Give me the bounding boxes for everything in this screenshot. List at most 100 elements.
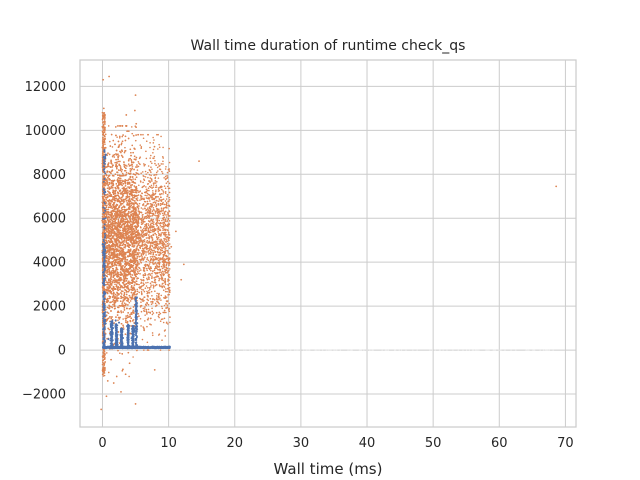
orange-point [121, 172, 124, 175]
orange-point [128, 281, 131, 284]
orange-point [125, 225, 128, 228]
orange-point [123, 188, 125, 191]
orange-point [108, 262, 110, 265]
orange-point [112, 268, 114, 270]
orange-point [107, 236, 110, 238]
orange-point [114, 173, 117, 175]
orange-point [117, 294, 119, 296]
orange-point [119, 225, 122, 228]
orange-point [109, 283, 112, 286]
orange-point [120, 207, 123, 209]
orange-point [129, 220, 132, 223]
orange-point [117, 187, 120, 190]
orange-point [112, 260, 115, 263]
orange-point [124, 236, 126, 238]
orange-point [117, 153, 119, 155]
orange-point [130, 204, 132, 207]
orange-point [126, 285, 129, 288]
orange-point [105, 197, 108, 199]
orange-point [107, 163, 109, 165]
orange-point [123, 266, 126, 269]
orange-point [122, 255, 125, 258]
orange-point [133, 155, 136, 158]
orange-point [119, 288, 121, 291]
orange-point [135, 126, 137, 128]
orange-point [114, 186, 117, 189]
orange-point [107, 264, 109, 266]
orange-point [119, 286, 122, 289]
orange-point [111, 270, 113, 272]
orange-point [114, 301, 117, 304]
orange-point [123, 186, 125, 189]
orange-point [120, 241, 123, 244]
orange-point [106, 242, 109, 244]
orange-point [118, 209, 121, 212]
orange-point [125, 179, 128, 182]
orange-point [125, 241, 128, 243]
orange-point [118, 264, 120, 267]
orange-point [109, 316, 111, 318]
orange-point [125, 190, 127, 193]
orange-point [125, 280, 128, 282]
orange-point [130, 288, 133, 291]
orange-point [126, 316, 129, 318]
orange-point [124, 243, 127, 246]
orange-point [135, 156, 138, 159]
orange-point [111, 257, 114, 260]
orange-point [117, 297, 120, 300]
orange-point [111, 221, 114, 223]
orange-point [128, 196, 130, 198]
orange-point [126, 223, 129, 226]
orange-point [116, 314, 119, 316]
orange-point [121, 213, 123, 215]
orange-point [113, 231, 116, 234]
orange-point [132, 217, 134, 219]
orange-point [116, 229, 119, 232]
orange-point [129, 192, 131, 195]
orange-point [127, 245, 130, 248]
orange-point [108, 179, 110, 181]
orange-point [109, 228, 112, 230]
orange-point [127, 183, 129, 185]
orange-point [132, 228, 135, 231]
orange-point [112, 218, 115, 221]
orange-point [133, 235, 136, 238]
orange-point [128, 375, 130, 378]
series-orange-points [100, 75, 558, 411]
orange-point [119, 220, 122, 223]
orange-point [118, 283, 121, 286]
orange-point [123, 280, 125, 283]
orange-point [106, 270, 108, 272]
orange-point [113, 220, 115, 223]
orange-point [110, 231, 113, 233]
orange-point [134, 178, 137, 181]
orange-point [113, 322, 115, 324]
orange-point [132, 173, 135, 175]
orange-point [111, 261, 113, 264]
orange-point [131, 161, 133, 164]
orange-point [128, 250, 131, 252]
orange-point [121, 216, 124, 218]
orange-point [128, 263, 131, 266]
orange-point [109, 145, 112, 147]
orange-point [131, 181, 133, 183]
orange-point [129, 148, 132, 151]
orange-point [112, 154, 115, 157]
orange-point [130, 186, 132, 188]
orange-point [128, 280, 130, 282]
orange-point [114, 293, 117, 296]
orange-point [126, 194, 129, 196]
orange-point [123, 174, 125, 177]
orange-point [130, 276, 133, 279]
orange-point [129, 190, 132, 193]
orange-point [121, 187, 124, 190]
orange-point [108, 251, 111, 254]
orange-point [113, 199, 116, 201]
orange-point [106, 262, 109, 264]
orange-point [118, 244, 121, 247]
orange-point [112, 293, 115, 295]
orange-point [134, 212, 137, 215]
orange-point [112, 291, 115, 294]
orange-point [107, 206, 110, 209]
orange-point [135, 275, 137, 278]
